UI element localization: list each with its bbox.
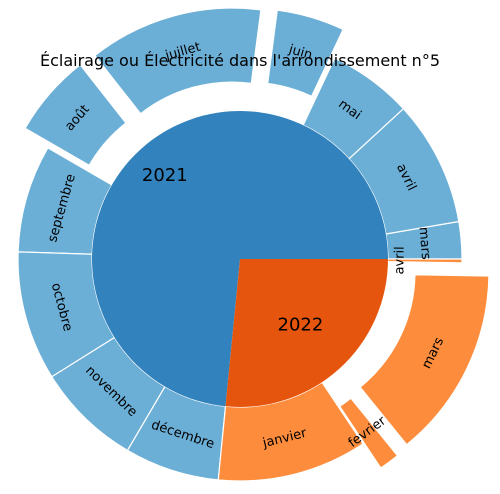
month-label-2021-0: mars: [415, 226, 433, 260]
chart-title: Éclairage ou Électricité dans l'arrondis…: [40, 51, 440, 70]
year-label-2022: 2022: [278, 315, 324, 336]
month-wedge-2021-4: [94, 7, 262, 115]
year-wedge-2022: [225, 259, 388, 407]
year-label-2021: 2021: [142, 165, 188, 186]
month-wedge-2021-3: [267, 9, 344, 98]
month-wedge-2022-10: [217, 381, 364, 482]
outer-ring: [17, 7, 490, 482]
inner-ring: [92, 111, 388, 407]
month-wedge-2022-11: [338, 397, 399, 469]
month-label-2021-3: juin: [286, 42, 314, 63]
year-wedge-2021: [92, 111, 388, 407]
month-wedge-2022-12: [359, 274, 490, 446]
month-label-2022-13: avril: [392, 246, 407, 274]
month-wedge-2021-5: [24, 63, 127, 167]
